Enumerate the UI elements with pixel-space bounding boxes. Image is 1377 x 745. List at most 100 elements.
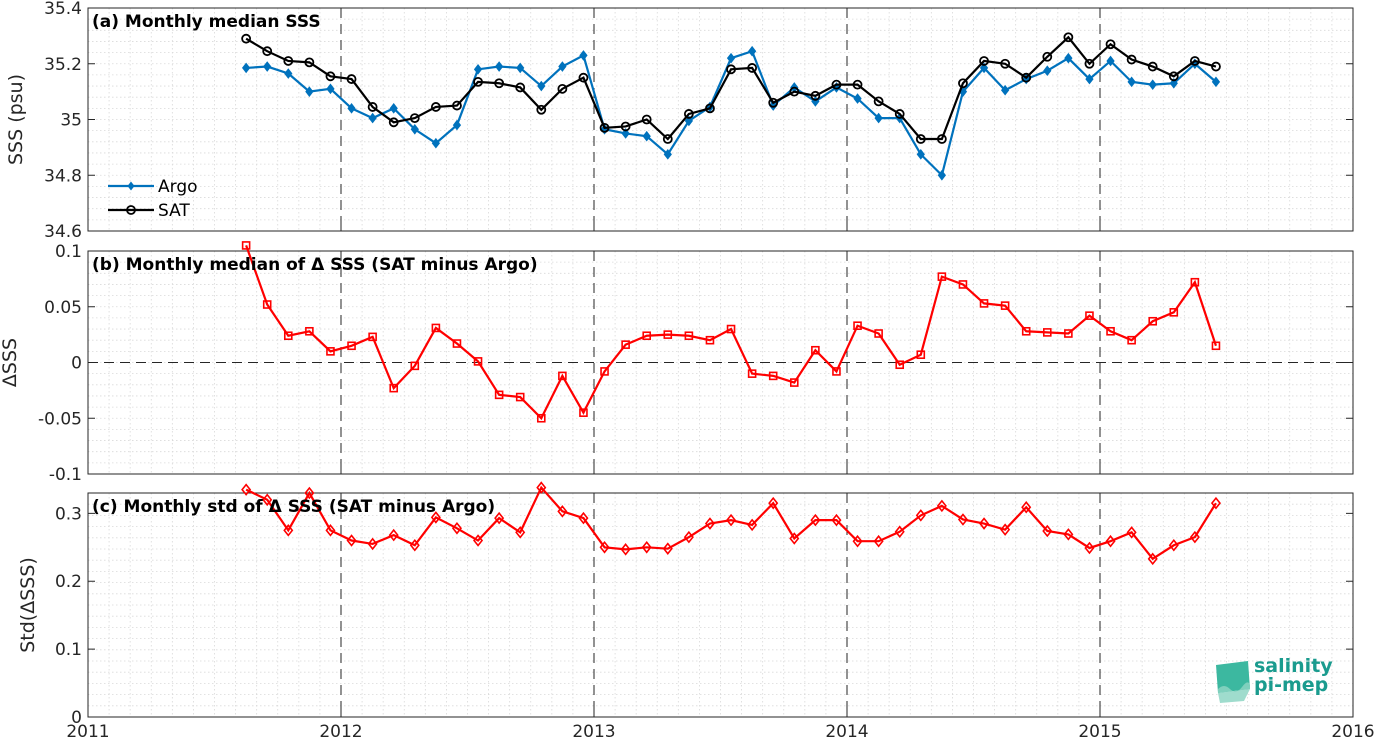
- data-point: [621, 128, 630, 139]
- data-point: [516, 62, 525, 74]
- data-point: [283, 56, 294, 66]
- data-point: [452, 100, 462, 111]
- data-point: [346, 74, 357, 84]
- logo-line1: salinity: [1254, 655, 1333, 677]
- data-point: [305, 86, 314, 97]
- panel-title: (c) Monthly std of Δ SSS (SAT minus Argo…: [92, 497, 495, 517]
- data-point: [1042, 524, 1053, 538]
- data-point: [957, 513, 968, 526]
- data-point: [979, 62, 989, 74]
- data-point: [936, 499, 947, 513]
- series-line: [245, 485, 1217, 561]
- data-point: [1064, 329, 1073, 338]
- data-point: [367, 102, 378, 112]
- data-point: [263, 61, 272, 72]
- y-tick-label: 0: [71, 708, 82, 728]
- data-point: [494, 78, 505, 89]
- data-point: [473, 64, 483, 75]
- y-tick-label: 0.3: [55, 504, 82, 524]
- panel-a: 34.6 34.8 35 35.2 35.4 SSS (psu) (a) Monthly m…: [5, 0, 1354, 242]
- y-axis-label: Std(ΔSSS): [17, 557, 39, 653]
- legend-marker: [126, 205, 136, 215]
- legend-label: Argo: [158, 177, 198, 197]
- data-point: [1106, 55, 1115, 67]
- data-point: [683, 109, 694, 119]
- y-tick-label: -0.05: [38, 409, 82, 429]
- data-point: [241, 241, 251, 250]
- data-point: [368, 112, 377, 124]
- data-point: [704, 517, 715, 530]
- y-tick-label: 35.4: [44, 0, 82, 19]
- data-point: [747, 63, 758, 73]
- y-tick-label: 0.1: [55, 640, 82, 660]
- data-point: [915, 509, 926, 522]
- data-point: [916, 149, 925, 160]
- data-point: [368, 332, 377, 342]
- data-point: [473, 76, 483, 87]
- data-point: [557, 83, 568, 94]
- data-point: [1085, 311, 1094, 320]
- logo-waves-icon: [1216, 661, 1250, 703]
- y-tick-label: 35.2: [44, 55, 82, 75]
- data-point: [789, 532, 800, 545]
- series-line: [245, 35, 1217, 141]
- major-grid: [340, 8, 1101, 231]
- data-point: [262, 493, 273, 507]
- data-point: [747, 518, 758, 532]
- data-point: [284, 68, 293, 79]
- data-point: [1043, 65, 1052, 77]
- data-point: [389, 103, 398, 114]
- data-point: [346, 534, 357, 547]
- data-point: [1000, 58, 1011, 69]
- data-point: [1000, 523, 1011, 536]
- data-point: [705, 103, 715, 114]
- data-point: [747, 45, 757, 57]
- data-point: [662, 134, 673, 144]
- data-point: [641, 114, 652, 125]
- data-point: [895, 360, 905, 370]
- data-point: [726, 513, 737, 527]
- data-point: [642, 331, 652, 341]
- data-point: [494, 511, 505, 525]
- data-point: [326, 347, 335, 356]
- data-point: [430, 511, 441, 524]
- data-point: [683, 530, 694, 544]
- data-point: [1063, 32, 1074, 43]
- data-point: [431, 137, 441, 149]
- data-point: [810, 513, 821, 527]
- data-point: [663, 330, 673, 339]
- data-point: [1168, 71, 1179, 82]
- data-point: [873, 534, 884, 548]
- y-tick-label: 0.05: [44, 298, 82, 318]
- data-point: [473, 534, 484, 547]
- x-tick-label: 2011: [66, 722, 109, 742]
- series-delta: [241, 241, 1221, 423]
- data-point: [262, 300, 272, 309]
- data-point: [600, 367, 609, 376]
- minor-grid: [88, 8, 1353, 231]
- data-point: [431, 323, 441, 333]
- data-point: [853, 93, 862, 104]
- data-point: [558, 61, 567, 72]
- x-tick-label: 2013: [572, 722, 615, 742]
- data-point: [599, 122, 610, 133]
- x-tick-label: 2015: [1078, 722, 1121, 742]
- y-tick-label: 34.8: [44, 166, 82, 186]
- data-point: [1000, 301, 1010, 310]
- logo-line2: pi-mep: [1254, 674, 1329, 696]
- data-point: [958, 280, 968, 289]
- data-point: [811, 345, 820, 355]
- data-point: [409, 113, 420, 124]
- data-point: [409, 538, 420, 552]
- data-point: [1064, 52, 1073, 64]
- data-point: [494, 390, 504, 400]
- data-point: [1127, 76, 1136, 88]
- data-point: [852, 79, 863, 90]
- data-point: [1148, 79, 1157, 90]
- data-point: [262, 46, 273, 57]
- major-grid: [340, 251, 1101, 474]
- data-point: [832, 367, 841, 376]
- legend: Argo SAT: [108, 177, 198, 221]
- data-point: [641, 541, 652, 554]
- data-point: [1189, 56, 1200, 66]
